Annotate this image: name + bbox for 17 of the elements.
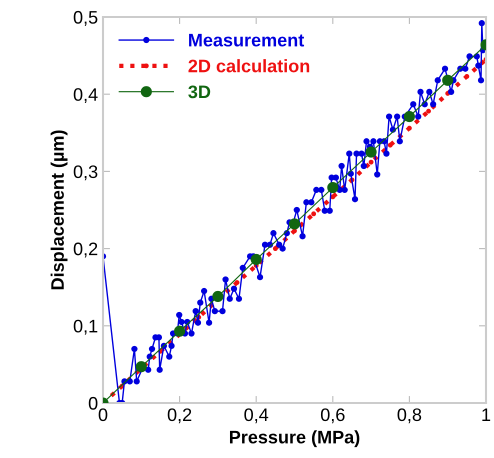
x-tick-label: 0	[98, 408, 108, 422]
y-tick-label: 0,4	[74, 88, 98, 104]
x-tick-label: 0,2	[168, 408, 192, 424]
x-tick-label: 0,8	[398, 408, 422, 424]
legend-label: 2D calculation	[188, 59, 310, 72]
y-tick-label: 0,5	[74, 10, 98, 26]
y-tick-label: 0,1	[74, 320, 98, 335]
y-tick-label: 0,2	[74, 242, 98, 258]
legend-label: 3D	[188, 85, 210, 98]
x-tick-label: 0,6	[320, 408, 345, 424]
y-axis-title: Displacement (µm)	[50, 130, 68, 290]
x-tick-label: 0,4	[244, 408, 268, 424]
x-axis-title: Pressure (MPa)	[230, 430, 360, 448]
y-tick-label: 0,3	[74, 165, 98, 180]
y-tick-label: 0	[88, 396, 98, 410]
x-tick-label: 1	[482, 408, 490, 421]
legend-label: Measurement	[189, 34, 304, 47]
